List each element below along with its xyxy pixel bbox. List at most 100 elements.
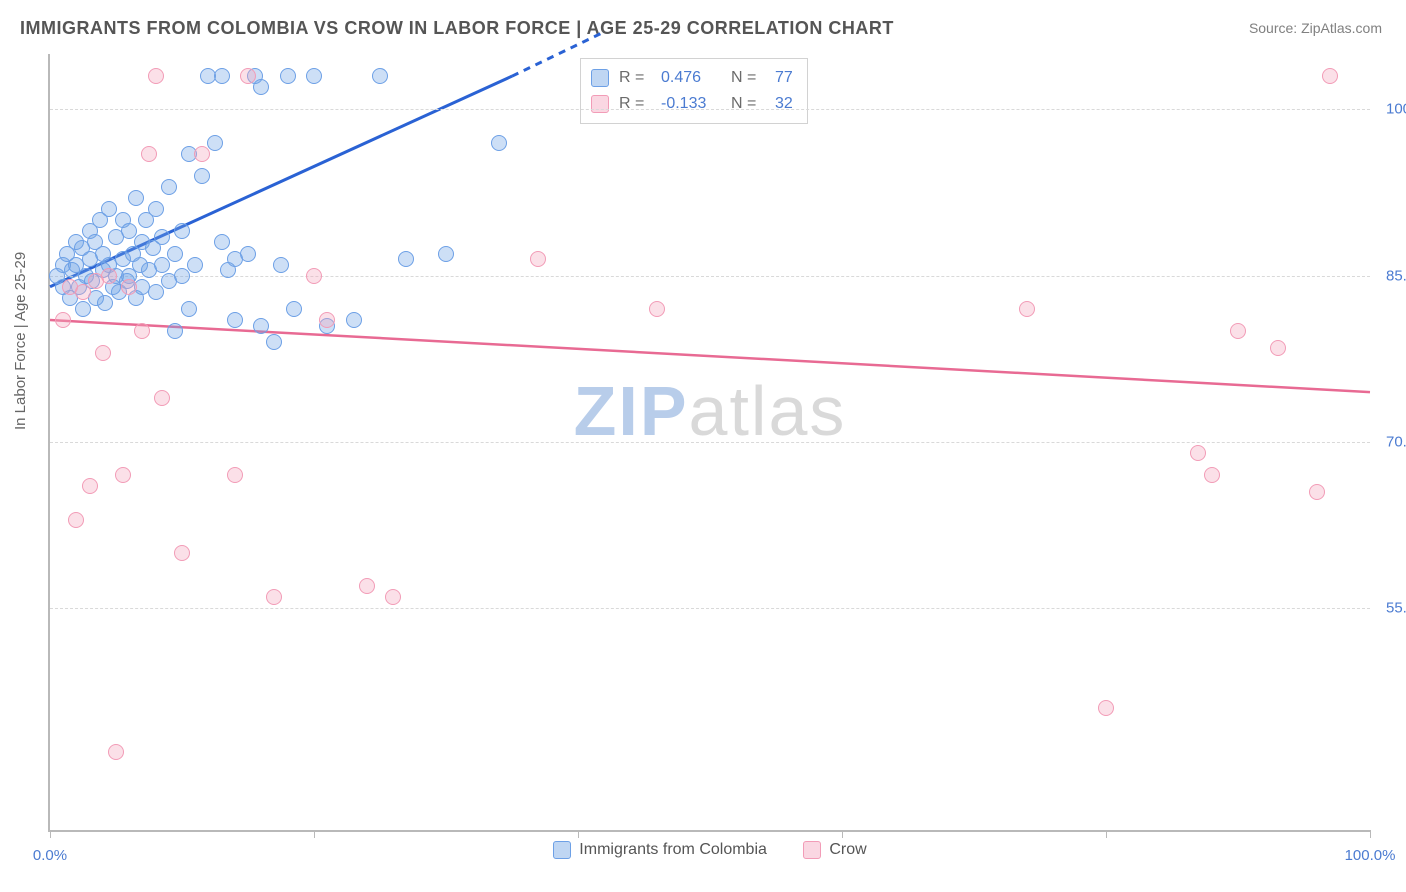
data-point <box>372 68 388 84</box>
data-point <box>240 246 256 262</box>
data-point <box>1230 323 1246 339</box>
data-point <box>82 478 98 494</box>
correlation-legend: R = 0.476 N = 77 R = -0.133 N = 32 <box>580 58 808 124</box>
data-point <box>161 179 177 195</box>
data-point <box>214 234 230 250</box>
regression-line <box>50 320 1370 392</box>
data-point <box>68 512 84 528</box>
data-point <box>181 301 197 317</box>
data-point <box>75 284 91 300</box>
data-point <box>1019 301 1035 317</box>
data-point <box>154 257 170 273</box>
chart-title: IMMIGRANTS FROM COLOMBIA VS CROW IN LABO… <box>20 18 894 39</box>
gridline-h <box>50 442 1370 443</box>
data-point <box>187 257 203 273</box>
ytick-label: 85.0% <box>1376 267 1406 284</box>
xtick <box>1106 830 1107 838</box>
legend-label-crow: Crow <box>829 841 866 859</box>
scatter-plot-area: ZIPatlas R = 0.476 N = 77 R = -0.133 N =… <box>48 54 1370 832</box>
data-point <box>174 268 190 284</box>
xtick-label: 0.0% <box>33 847 67 864</box>
data-point <box>154 390 170 406</box>
legend-r-value-1: 0.476 <box>661 69 721 87</box>
data-point <box>115 467 131 483</box>
legend-item-crow: Crow <box>803 841 866 859</box>
legend-n-label: N = <box>731 69 765 87</box>
data-point <box>286 301 302 317</box>
data-point <box>95 345 111 361</box>
data-point <box>154 229 170 245</box>
data-point <box>194 168 210 184</box>
xtick <box>50 830 51 838</box>
data-point <box>385 589 401 605</box>
ytick-label: 70.0% <box>1376 434 1406 451</box>
data-point <box>346 312 362 328</box>
data-point <box>266 334 282 350</box>
y-axis-label: In Labor Force | Age 25-29 <box>12 252 29 430</box>
source-prefix: Source: <box>1249 20 1301 36</box>
data-point <box>55 312 71 328</box>
data-point <box>141 146 157 162</box>
data-point <box>214 68 230 84</box>
data-point <box>1309 484 1325 500</box>
data-point <box>148 68 164 84</box>
legend-swatch-colombia <box>591 69 609 87</box>
data-point <box>101 268 117 284</box>
gridline-h <box>50 109 1370 110</box>
data-point <box>75 301 91 317</box>
data-point <box>128 190 144 206</box>
legend-r-label: R = <box>619 69 651 87</box>
data-point <box>306 68 322 84</box>
source-value: ZipAtlas.com <box>1301 20 1382 36</box>
data-point <box>194 146 210 162</box>
series-legend: Immigrants from Colombia Crow <box>50 841 1370 864</box>
data-point <box>227 312 243 328</box>
data-point <box>167 246 183 262</box>
data-point <box>491 135 507 151</box>
gridline-h <box>50 608 1370 609</box>
data-point <box>97 295 113 311</box>
data-point <box>207 135 223 151</box>
data-point <box>253 79 269 95</box>
data-point <box>1204 467 1220 483</box>
data-point <box>167 323 183 339</box>
data-point <box>1322 68 1338 84</box>
data-point <box>359 578 375 594</box>
data-point <box>530 251 546 267</box>
data-point <box>227 467 243 483</box>
xtick <box>314 830 315 838</box>
data-point <box>148 201 164 217</box>
data-point <box>174 545 190 561</box>
data-point <box>1190 445 1206 461</box>
data-point <box>253 318 269 334</box>
data-point <box>1098 700 1114 716</box>
gridline-h <box>50 276 1370 277</box>
data-point <box>148 284 164 300</box>
ytick-label: 55.0% <box>1376 600 1406 617</box>
xtick <box>842 830 843 838</box>
xtick-label: 100.0% <box>1345 847 1396 864</box>
source-attribution: Source: ZipAtlas.com <box>1249 20 1382 36</box>
data-point <box>319 312 335 328</box>
legend-label-colombia: Immigrants from Colombia <box>579 841 767 859</box>
data-point <box>273 257 289 273</box>
data-point <box>1270 340 1286 356</box>
legend-item-colombia: Immigrants from Colombia <box>553 841 767 859</box>
data-point <box>438 246 454 262</box>
data-point <box>108 744 124 760</box>
data-point <box>398 251 414 267</box>
legend-row-series1: R = 0.476 N = 77 <box>591 65 793 91</box>
data-point <box>121 279 137 295</box>
legend-n-value-1: 77 <box>775 69 793 87</box>
data-point <box>174 223 190 239</box>
legend-row-series2: R = -0.133 N = 32 <box>591 91 793 117</box>
data-point <box>280 68 296 84</box>
xtick <box>578 830 579 838</box>
data-point <box>306 268 322 284</box>
legend-swatch-colombia-icon <box>553 841 571 859</box>
ytick-label: 100.0% <box>1376 101 1406 118</box>
data-point <box>649 301 665 317</box>
legend-swatch-crow-icon <box>803 841 821 859</box>
data-point <box>240 68 256 84</box>
data-point <box>266 589 282 605</box>
